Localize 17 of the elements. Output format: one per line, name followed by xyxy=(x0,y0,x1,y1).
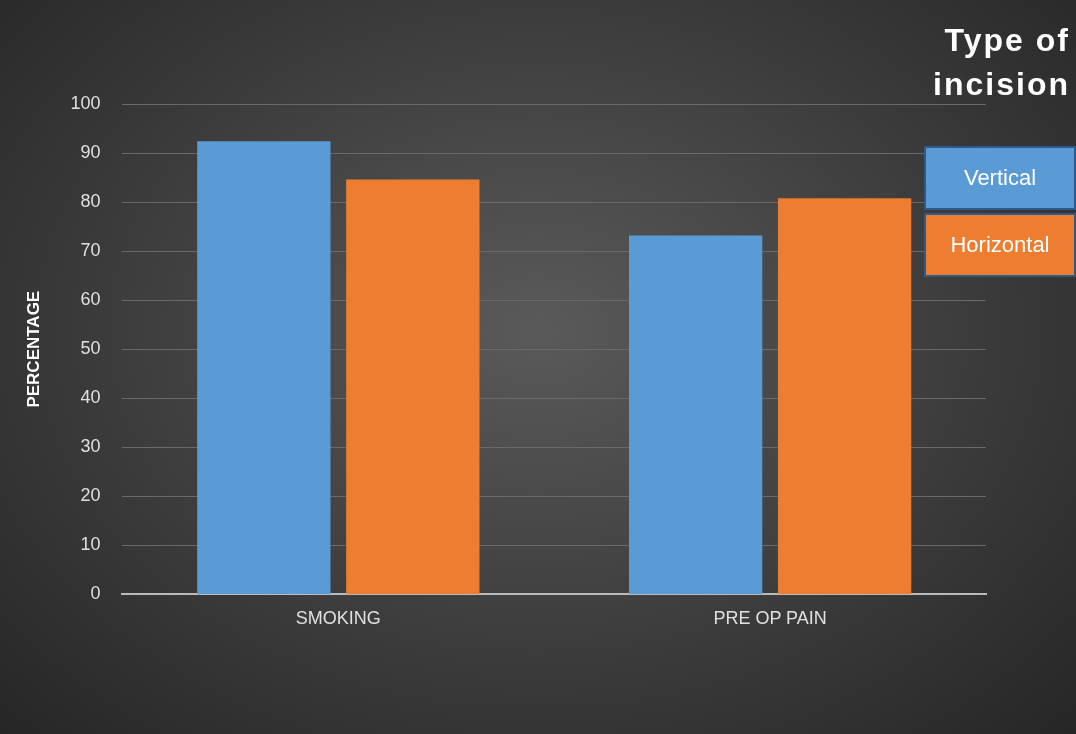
y-tick-label: 20 xyxy=(80,485,101,506)
y-tick-label: 90 xyxy=(80,142,101,163)
text: Vertical xyxy=(924,146,1076,210)
y-tick-label: 80 xyxy=(80,191,101,212)
y-tick-label: 50 xyxy=(80,338,101,359)
y-tick-label: 60 xyxy=(80,289,101,310)
y-tick-label: 10 xyxy=(80,534,101,555)
series-label: Horizontal xyxy=(924,213,1076,277)
y-tick-label: 40 xyxy=(80,387,101,408)
y-tick-label: 70 xyxy=(80,240,101,261)
y-axis-title: PERCENTAGE xyxy=(23,290,43,408)
legend-title: Type of incision xyxy=(932,21,1070,104)
y-tick-label: 100 xyxy=(70,92,101,113)
y-tick-label: 0 xyxy=(90,583,101,604)
x-tick-label: SMOKING xyxy=(295,608,381,629)
x-tick-label: PRE OP PAIN xyxy=(713,608,827,629)
y-tick-label: 30 xyxy=(80,436,101,457)
